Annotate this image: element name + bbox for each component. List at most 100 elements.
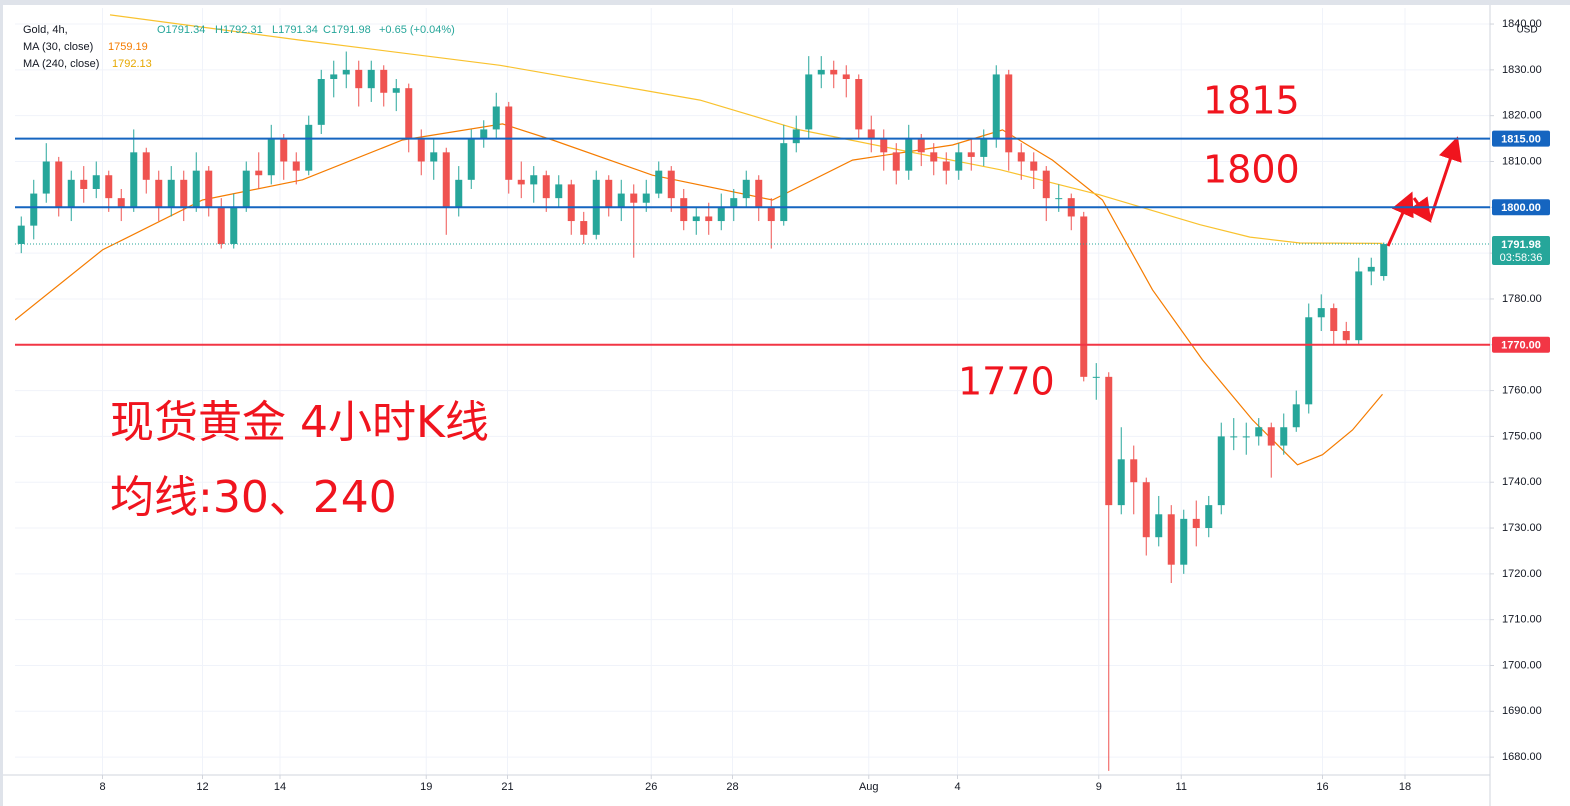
- x-tick-label: Aug: [859, 781, 879, 793]
- countdown: 03:58:36: [1500, 252, 1543, 264]
- level-label: 1800.00: [1501, 202, 1541, 214]
- x-tick-label: 28: [726, 781, 738, 793]
- x-tick-label: 18: [1399, 781, 1411, 793]
- candle-body: [405, 88, 413, 139]
- candle-body: [117, 198, 125, 208]
- candle-body: [930, 152, 938, 162]
- x-tick-label: 16: [1316, 781, 1328, 793]
- candle-body: [430, 152, 438, 162]
- x-tick-label: 12: [196, 781, 208, 793]
- y-tick-label: 1730.00: [1502, 522, 1542, 534]
- candle-body: [1017, 152, 1025, 162]
- y-tick-label: 1690.00: [1502, 705, 1542, 717]
- candle-body: [155, 179, 163, 208]
- candle-body: [555, 184, 563, 199]
- candle-body: [1142, 482, 1150, 538]
- candle-body: [1317, 308, 1325, 318]
- y-tick-label: 1840.00: [1502, 18, 1542, 30]
- candle-body: [967, 152, 975, 157]
- ma-legend-name: MA (30, close): [23, 41, 93, 53]
- candle-body: [742, 179, 750, 199]
- candle-body: [980, 138, 988, 157]
- candle-body: [517, 179, 525, 185]
- candle-body: [630, 193, 638, 203]
- candle-body: [817, 69, 825, 75]
- candle-body: [492, 106, 500, 130]
- candle-body: [955, 152, 963, 171]
- candle-body: [280, 138, 288, 162]
- candle-body: [30, 193, 38, 226]
- ohlc-low: L1791.34: [272, 24, 318, 36]
- candle-body: [305, 124, 313, 171]
- level-badge: [1492, 130, 1550, 147]
- candle-body: [1367, 266, 1375, 272]
- y-tick-label: 1710.00: [1502, 614, 1542, 626]
- candle-body: [1167, 514, 1175, 565]
- candle-body: [380, 69, 388, 93]
- candle-body: [892, 152, 900, 171]
- candle-body: [992, 74, 1000, 139]
- candle-body: [317, 79, 325, 125]
- candle-body: [1042, 170, 1050, 199]
- y-tick-label: 1810.00: [1502, 155, 1542, 167]
- candle-body: [217, 207, 225, 244]
- candle-body: [192, 170, 200, 208]
- annotation: 1770: [958, 360, 1055, 404]
- candle-body: [880, 138, 888, 153]
- candle-body: [130, 152, 138, 208]
- y-tick-label: 1740.00: [1502, 476, 1542, 488]
- candle-body: [642, 193, 650, 203]
- y-tick-label: 1820.00: [1502, 110, 1542, 122]
- candle-body: [805, 74, 813, 130]
- candle-body: [1105, 376, 1113, 506]
- candle-body: [1255, 427, 1263, 437]
- candle-body: [180, 179, 188, 208]
- y-tick-label: 1680.00: [1502, 751, 1542, 763]
- candle-body: [1192, 518, 1200, 529]
- candle-body: [1030, 161, 1038, 171]
- ohlc-change: +0.65 (+0.04%): [379, 24, 455, 36]
- candle-body: [705, 216, 713, 222]
- candle-body: [367, 69, 375, 89]
- candle-body: [842, 74, 850, 80]
- x-tick-label: 4: [954, 781, 960, 793]
- candle-body: [580, 221, 588, 235]
- candle-body: [567, 184, 575, 222]
- candle-body: [505, 106, 513, 180]
- candle-body: [1205, 505, 1213, 529]
- candle-body: [767, 207, 775, 222]
- y-tick-label: 1700.00: [1502, 659, 1542, 671]
- ma-legend-name: MA (240, close): [23, 58, 99, 70]
- ohlc-close: C1791.98: [323, 24, 371, 36]
- annotation: 均线:30、240: [110, 472, 397, 523]
- y-tick-label: 1750.00: [1502, 430, 1542, 442]
- arrow: [1386, 191, 1414, 247]
- candle-body: [255, 170, 263, 176]
- candle-body: [467, 138, 475, 180]
- candle-body: [1242, 436, 1250, 438]
- candle-body: [1055, 198, 1063, 200]
- x-tick-label: 8: [99, 781, 105, 793]
- candle-body: [480, 129, 488, 139]
- candle-body: [905, 138, 913, 171]
- x-tick-label: 9: [1096, 781, 1102, 793]
- annotation: 现货黄金 4小时K线: [110, 397, 489, 448]
- currency: USD: [1516, 25, 1537, 36]
- candle-body: [755, 179, 763, 208]
- candle-body: [167, 179, 175, 208]
- ohlc-open: O1791.34: [157, 24, 205, 36]
- candle-body: [605, 179, 613, 208]
- moving-average: [15, 123, 1383, 466]
- candle-body: [230, 207, 238, 244]
- candle-body: [1230, 436, 1238, 438]
- candle-body: [55, 161, 63, 208]
- y-tick-label: 1780.00: [1502, 293, 1542, 305]
- candle-body: [355, 69, 363, 89]
- candle-body: [1280, 427, 1288, 446]
- candle-body: [1005, 74, 1013, 153]
- candle-body: [42, 161, 50, 194]
- candle-body: [717, 207, 725, 222]
- candle-body: [667, 170, 675, 199]
- candle-body: [867, 129, 875, 139]
- candle-body: [292, 161, 300, 171]
